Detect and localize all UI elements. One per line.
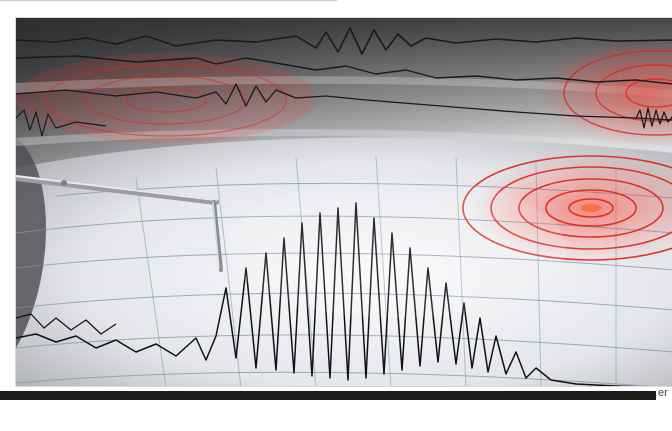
stylus-arm	[16, 175, 223, 272]
red-ripple-icon	[462, 153, 672, 263]
red-ripple-left-icon	[16, 53, 316, 143]
corner-text: er	[658, 387, 668, 399]
bottom-bar	[0, 391, 656, 400]
seismograph-photo	[15, 17, 672, 387]
main-seismic-trace	[16, 202, 638, 386]
red-ripple-upper-icon	[536, 38, 672, 148]
top-divider	[0, 0, 337, 1]
seismograph-illustration	[16, 18, 672, 386]
